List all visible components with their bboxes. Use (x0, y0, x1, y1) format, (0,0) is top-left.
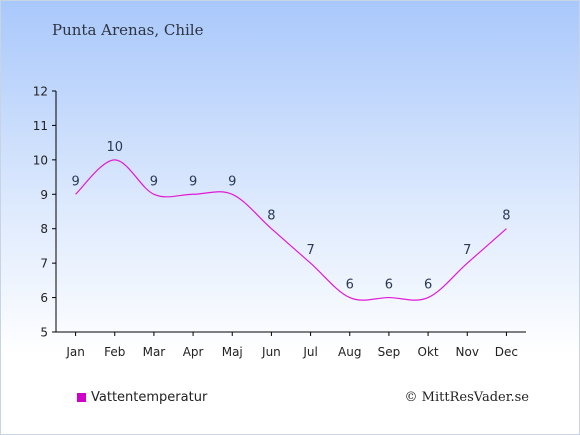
x-tick-label: Aug (338, 345, 361, 359)
data-label: 6 (424, 278, 432, 293)
x-tick-label: Maj (222, 345, 243, 359)
data-label: 10 (106, 140, 123, 155)
x-tick-label: Apr (183, 345, 204, 359)
data-label: 6 (385, 278, 393, 293)
x-tick-label: Jun (261, 345, 281, 359)
data-label: 8 (267, 209, 275, 224)
x-tick-label: Nov (456, 345, 479, 359)
chart-title: Punta Arenas, Chile (52, 21, 204, 39)
data-label: 9 (150, 174, 158, 189)
x-tick-label: Dec (495, 345, 518, 359)
data-label: 7 (463, 243, 471, 258)
data-label: 6 (346, 278, 354, 293)
data-label: 9 (228, 174, 236, 189)
copyright-text: © MittResVader.se (404, 390, 529, 405)
y-tick-label: 10 (33, 153, 48, 167)
x-tick-label: Sep (378, 345, 401, 359)
legend-swatch (77, 393, 86, 402)
y-tick-label: 12 (33, 85, 48, 99)
x-tick-label: Feb (104, 345, 125, 359)
y-tick-label: 9 (40, 188, 48, 202)
x-tick-label: Jan (65, 345, 85, 359)
legend-label: Vattentemperatur (91, 390, 208, 405)
y-tick-label: 11 (33, 119, 48, 133)
data-label: 9 (189, 174, 197, 189)
series-line-vattentemperatur (75, 159, 507, 301)
x-tick-label: Jul (302, 345, 317, 359)
legend: Vattentemperatur (77, 390, 207, 405)
data-label: 7 (306, 243, 314, 258)
y-tick-label: 6 (40, 291, 48, 305)
x-tick-label: Mar (143, 345, 166, 359)
x-tick-label: Okt (418, 345, 439, 359)
y-tick-label: 5 (40, 326, 48, 340)
data-label: 9 (71, 174, 79, 189)
y-tick-label: 8 (40, 222, 48, 236)
y-tick-label: 7 (40, 257, 48, 271)
data-label: 8 (502, 209, 510, 224)
